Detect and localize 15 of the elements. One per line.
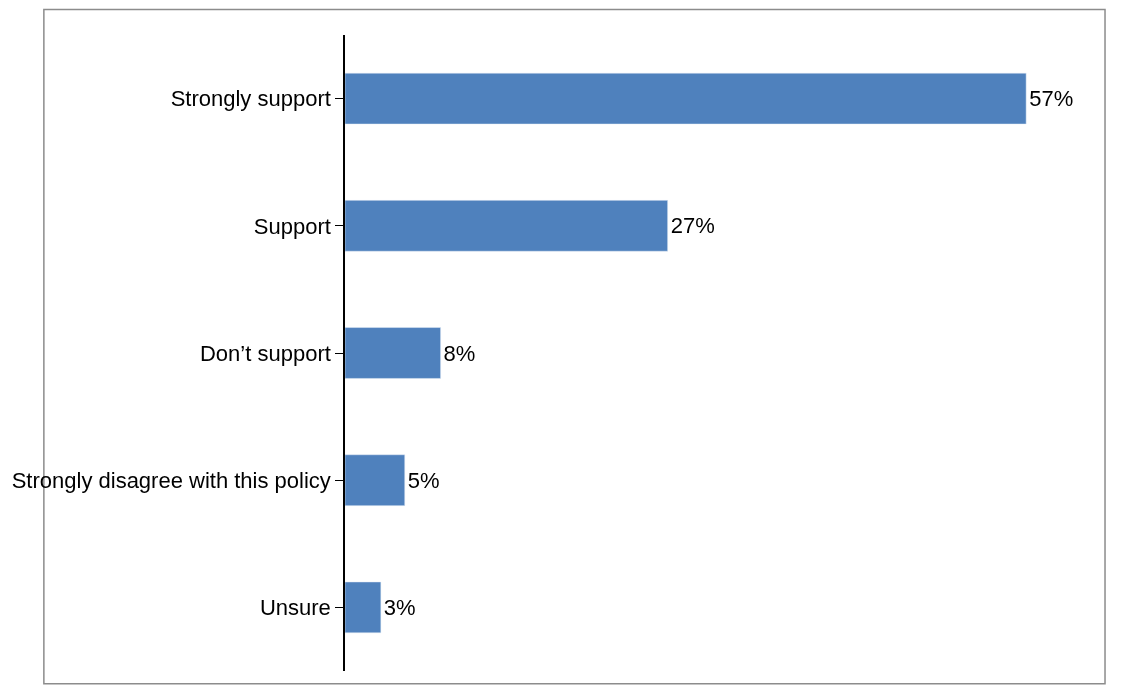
y-tick-label: Unsure [259,595,331,621]
y-tick-label: Strongly disagree with this policy [11,467,331,493]
y-tick-label: Don’t support [199,340,331,366]
data-label: 57% [1029,86,1074,112]
y-tick-label: Support [253,213,331,239]
data-label: 3% [383,594,416,620]
bar [345,454,405,506]
bar [345,200,668,252]
bar [345,327,441,379]
data-label: 5% [407,467,440,493]
data-label: 8% [443,340,476,366]
bar [345,581,382,634]
y-tick-label: Strongly support [170,86,331,112]
bar [345,72,1027,125]
data-label: 27% [670,213,715,239]
